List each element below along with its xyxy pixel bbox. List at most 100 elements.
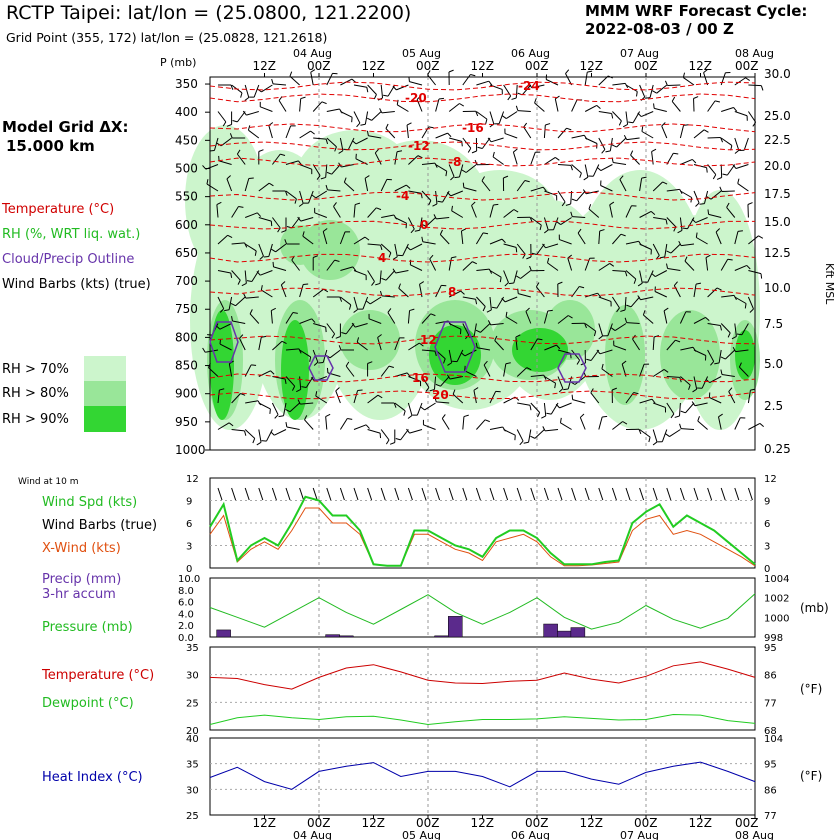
temp-contour (209, 390, 756, 400)
wind-barb (379, 270, 382, 284)
wind-barb-feather (651, 272, 656, 277)
wind-barb (326, 73, 333, 86)
wind-barb (530, 338, 538, 351)
wind-barb (679, 125, 685, 139)
wind-panel-title: Wind at 10 m (18, 477, 78, 487)
wind-barb (217, 422, 230, 430)
cloud-outline (557, 353, 587, 383)
wind-barb (300, 402, 314, 405)
wind-barb (517, 402, 531, 406)
wind-barb (720, 72, 726, 86)
wind-barb (518, 293, 531, 298)
wind-barb-feather (513, 148, 518, 153)
wind-barb-feather (296, 389, 301, 393)
pressure-tick-label: 750 (175, 302, 198, 316)
wind-barb-feather (256, 271, 261, 276)
wind-barb (285, 160, 299, 165)
wind-barb (441, 418, 450, 430)
wind-barb-feather (277, 227, 281, 233)
wind-barb-feather (651, 398, 656, 404)
wind-barb-feather (557, 281, 563, 285)
wind-barb (667, 267, 681, 271)
temp-contour-label: 4 (378, 251, 386, 265)
wind-barb (720, 258, 729, 271)
wind-barb-feather (454, 176, 460, 179)
wind-barb (460, 231, 464, 245)
wind-barb-feather (437, 200, 443, 203)
wind-barb (673, 285, 681, 298)
precip-bar (448, 616, 463, 638)
wind-barb-feather (630, 150, 634, 156)
wind-barb-feather (586, 358, 592, 362)
wind-barb-feather (392, 256, 398, 260)
wind-barb (218, 160, 232, 165)
wind-barb (590, 349, 600, 361)
wind-barb-feather (637, 282, 643, 287)
wind-barb-feather (513, 209, 519, 213)
wind-barb-feather (621, 360, 627, 365)
wind-barb (245, 212, 258, 218)
wind-barb-feather (281, 230, 287, 233)
wind-barb (571, 99, 578, 112)
heat-index-f-tick-label: 77 (764, 811, 777, 822)
wind-barb-feather (620, 233, 626, 237)
wind-barb-feather (622, 421, 628, 425)
wind-barb-feather (537, 338, 543, 341)
wind-barb (270, 310, 273, 324)
wind-barb (666, 339, 676, 351)
wind-barb (625, 111, 629, 125)
wind-barb (367, 84, 377, 95)
wind-barb-feather (683, 124, 689, 126)
temp-contour-label: 8 (448, 285, 456, 299)
wind-barb-feather (408, 76, 410, 82)
wind-barb (258, 182, 270, 192)
wind-barb-feather (484, 419, 490, 423)
wind-barb-feather (523, 441, 529, 444)
wind-barb (367, 207, 377, 218)
wind-barb (543, 124, 546, 139)
wind-barb (226, 178, 233, 192)
wind-barb (353, 111, 361, 124)
wind-barb-feather (334, 146, 337, 152)
wind-barb-feather (447, 362, 452, 366)
wind-barb (395, 270, 409, 274)
wind-barb-feather (254, 250, 257, 256)
wind-barb-feather (219, 388, 225, 391)
wind-barb-feather (745, 77, 750, 81)
wind-barb (504, 296, 518, 303)
wind-barb (506, 111, 518, 119)
wind-barb (661, 125, 668, 139)
wind-barb-feather (376, 207, 382, 211)
temperature-f-tick-label: 86 (764, 671, 777, 682)
wind-barb (424, 402, 436, 411)
wind-barb-feather (492, 151, 495, 157)
wind-barb-feather (311, 194, 317, 199)
rh90-region (429, 325, 481, 385)
top-date-label: 06 Aug (511, 47, 550, 60)
wind-barb (543, 402, 547, 416)
wind-barb-feather (407, 415, 413, 419)
wind-barb-feather (207, 334, 213, 336)
wind-barb (536, 243, 545, 255)
wind-barb (231, 206, 239, 218)
wind-barb (696, 237, 708, 245)
wind-barb-feather (259, 255, 264, 260)
surface-wind-barb (217, 487, 223, 501)
wind-barb-feather (313, 361, 319, 366)
wind-barb-feather (438, 97, 444, 100)
wind-barb-feather (611, 113, 614, 119)
wind-barb (272, 217, 281, 229)
surface-wind-barb (679, 487, 685, 501)
rh80-region (605, 305, 645, 405)
wind-barb (680, 376, 691, 386)
wind-barb-feather (678, 240, 682, 246)
wind-barb-feather (385, 439, 390, 445)
wind-barb-feather (244, 242, 248, 248)
temperature-tick-label: 35 (186, 643, 199, 654)
wind-barb (462, 74, 471, 86)
wind-barb-feather (392, 268, 397, 274)
wind-barb (260, 270, 273, 276)
wind-barb (520, 270, 532, 279)
wind-barb (652, 336, 655, 351)
wind-barb (598, 230, 601, 245)
